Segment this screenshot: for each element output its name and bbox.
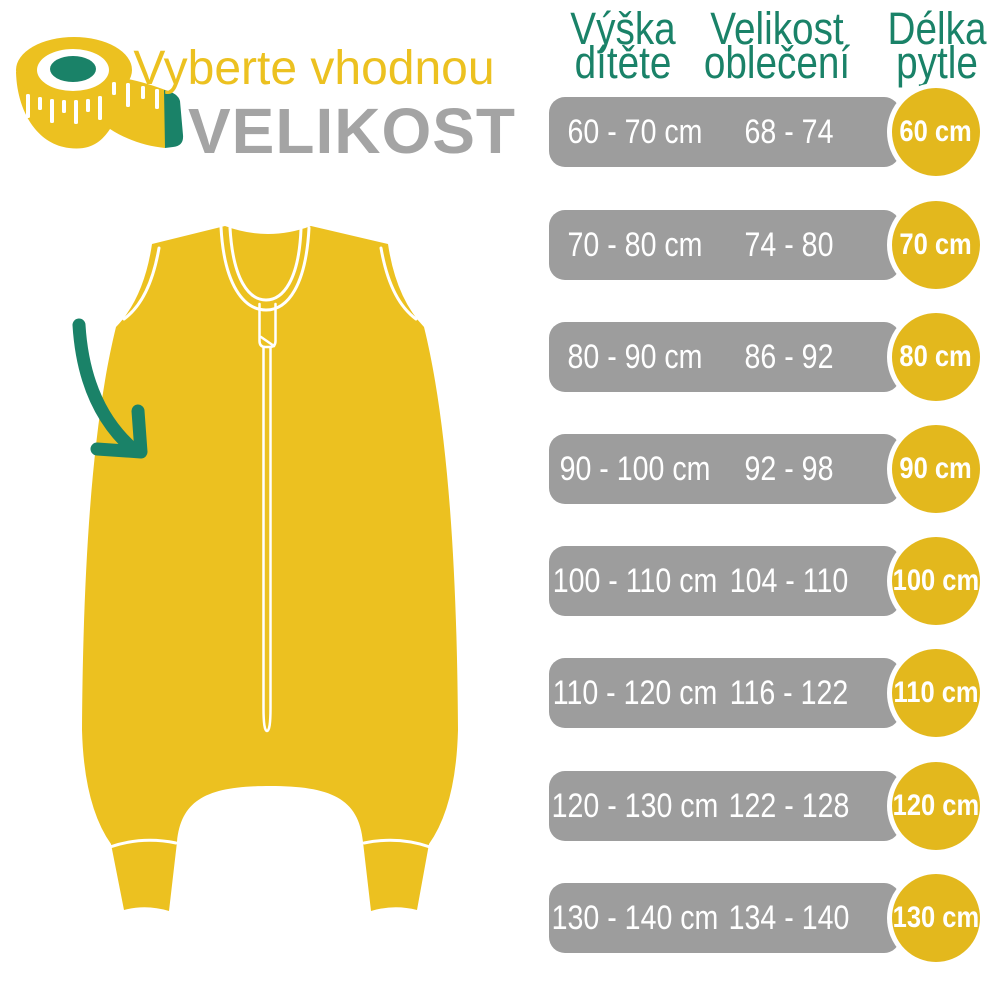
size-row: 110 - 120 cm 116 - 122 110 cm [549,644,989,742]
column-header-clothing-size: Velikost oblečení [703,3,851,88]
child-height-value: 80 - 90 cm [567,338,703,376]
clothing-size-value: 92 - 98 [744,450,834,488]
header-line: Výška [570,3,676,54]
clothing-size-value: 116 - 122 [729,674,849,712]
clothing-size-value: 68 - 74 [744,113,834,151]
bag-length-badge: 120 cm [887,757,985,855]
sleep-sack-illustration [82,225,458,911]
clothing-size-value: 104 - 110 [729,562,849,600]
bag-length-value: 120 cm [892,789,980,822]
clothing-size-value: 122 - 128 [728,787,850,825]
size-row: 90 - 100 cm 92 - 98 90 cm [549,420,989,518]
clothing-size-value: 74 - 80 [744,226,834,264]
bag-length-value: 90 cm [899,452,973,485]
bag-length-value: 100 cm [892,564,980,597]
tape-measure-icon [16,37,184,149]
size-row-bar [549,434,900,504]
header-line: Velikost [710,3,844,54]
bag-length-badge: 110 cm [887,644,985,742]
page-title: VELIKOST [187,95,517,167]
size-row-bar [549,210,900,280]
header-line: pytle [896,37,978,88]
size-row: 120 - 130 cm 122 - 128 120 cm [549,757,989,855]
header-line: Délka [887,3,987,54]
bag-length-badge: 60 cm [887,83,985,181]
bag-length-badge: 100 cm [887,532,985,630]
size-row-bar [549,658,900,728]
bag-length-badge: 80 cm [887,308,985,406]
child-height-value: 70 - 80 cm [567,226,703,264]
child-height-value: 110 - 120 cm [552,674,718,712]
header-line: dítěte [574,37,672,88]
bag-length-value: 130 cm [892,901,980,934]
clothing-size-value: 86 - 92 [744,338,834,376]
size-row: 130 - 140 cm 134 - 140 130 cm [549,869,989,967]
child-height-value: 130 - 140 cm [551,899,719,937]
child-height-value: 100 - 110 cm [552,562,718,600]
header-line: oblečení [703,37,851,88]
bag-length-value: 60 cm [899,115,973,148]
bag-length-badge: 90 cm [887,420,985,518]
column-header-bag-length: Délka pytle [887,3,987,88]
size-row-bar [549,546,900,616]
bag-length-badge: 70 cm [887,196,985,294]
child-height-value: 60 - 70 cm [567,113,703,151]
size-row: 70 - 80 cm 74 - 80 70 cm [549,196,989,294]
child-height-value: 90 - 100 cm [559,450,711,488]
clothing-size-value: 134 - 140 [728,899,850,937]
size-row-bar [549,771,900,841]
size-row: 60 - 70 cm 68 - 74 60 cm [549,83,989,181]
bag-length-value: 110 cm [893,676,979,709]
size-row: 100 - 110 cm 104 - 110 100 cm [549,532,989,630]
arrow-icon [72,318,148,459]
column-header-child-height: Výška dítěte [570,3,676,88]
title-tagline: Vyberte vhodnou [133,42,495,95]
size-row-bar [549,322,900,392]
bag-length-value: 80 cm [899,340,973,373]
child-height-value: 120 - 130 cm [551,787,719,825]
size-row-bar [549,97,900,167]
bag-length-badge: 130 cm [887,869,985,967]
size-row: 80 - 90 cm 86 - 92 80 cm [549,308,989,406]
bag-length-value: 70 cm [899,228,973,261]
size-row-bar [549,883,900,953]
